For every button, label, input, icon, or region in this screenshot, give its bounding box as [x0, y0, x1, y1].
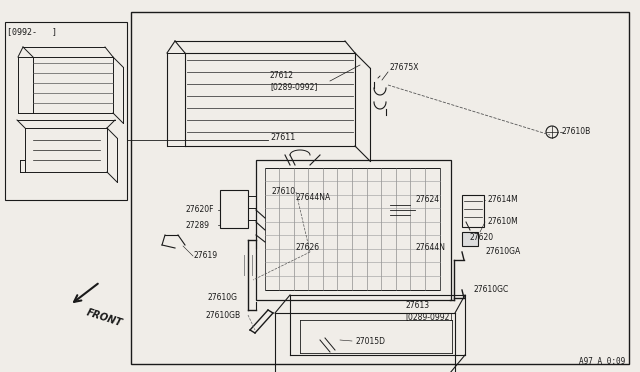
Text: 27624: 27624: [415, 196, 439, 205]
Text: 27015D: 27015D: [355, 337, 385, 346]
Text: [0289-0992]: [0289-0992]: [270, 83, 317, 92]
Text: 27626: 27626: [295, 244, 319, 253]
Bar: [462, 232, 478, 246]
Bar: [131, 12, 629, 364]
Text: FRONT: FRONT: [85, 308, 124, 328]
Text: [0992-   ]: [0992- ]: [7, 27, 57, 36]
Text: 27610: 27610: [271, 187, 295, 196]
Text: 27610GC: 27610GC: [474, 285, 509, 295]
Text: 27610B: 27610B: [562, 128, 591, 137]
Text: 27610M: 27610M: [487, 218, 518, 227]
Text: 27610G: 27610G: [208, 294, 238, 302]
Text: 27610GB: 27610GB: [205, 311, 240, 320]
Text: A97 A 0:09: A97 A 0:09: [579, 357, 625, 366]
Bar: [265, 168, 440, 290]
Text: 27610GA: 27610GA: [486, 247, 521, 257]
Text: [0289-0992]: [0289-0992]: [405, 312, 452, 321]
Text: 27611: 27611: [270, 134, 295, 142]
Text: 27620F: 27620F: [185, 205, 214, 215]
Text: 27675X: 27675X: [390, 64, 419, 73]
Text: 27613: 27613: [405, 301, 429, 310]
Text: 27619: 27619: [193, 250, 217, 260]
Text: 27612: 27612: [270, 71, 294, 80]
Text: 27644NA: 27644NA: [295, 193, 330, 202]
Bar: [5, 22, 127, 200]
Bar: [462, 195, 484, 227]
Text: 27289: 27289: [185, 221, 209, 230]
Text: 27614M: 27614M: [487, 196, 518, 205]
Bar: [220, 190, 248, 228]
Bar: [256, 160, 451, 300]
Text: 27644N: 27644N: [415, 244, 445, 253]
Text: 27620: 27620: [470, 234, 494, 243]
